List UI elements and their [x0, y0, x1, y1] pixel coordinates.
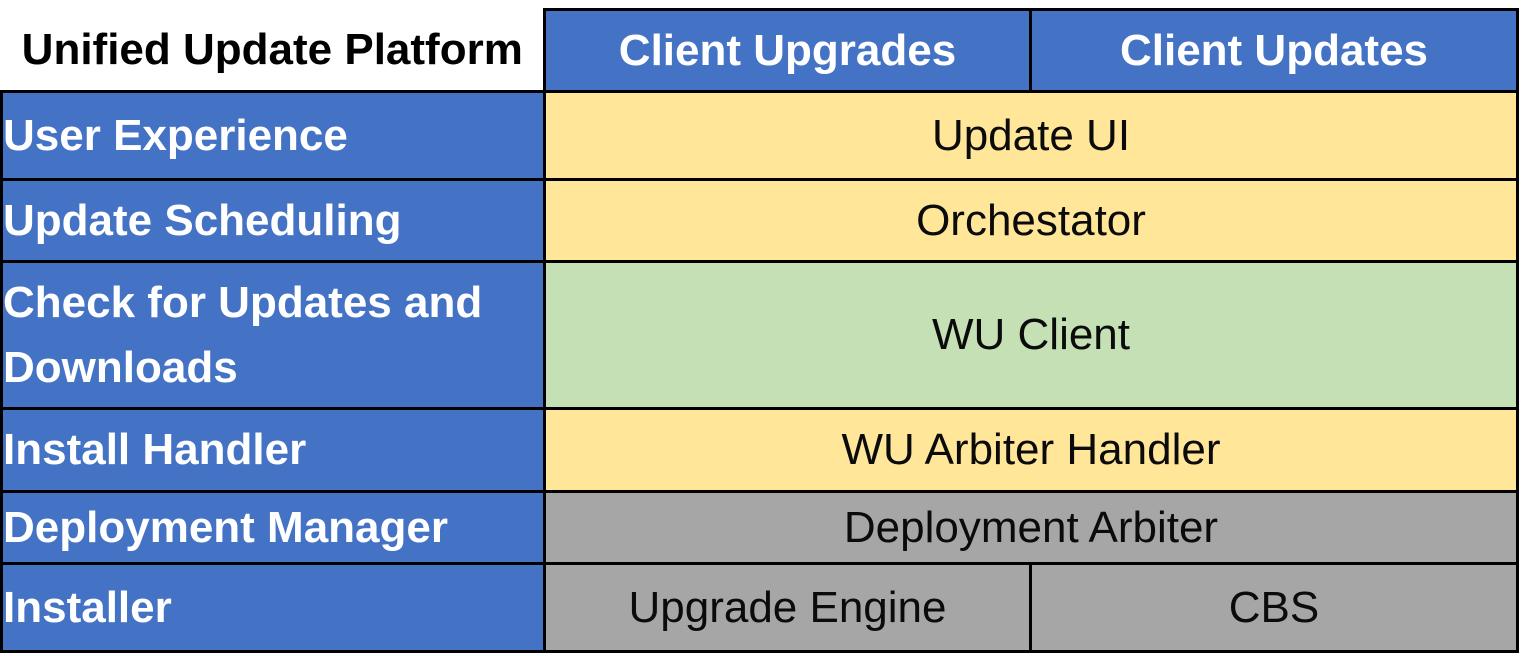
table-row-user-experience: User Experience Update UI — [0, 90, 1519, 181]
table-row-update-scheduling: Update Scheduling Orchestator — [0, 178, 1519, 263]
row-label-check-for-updates-and-downloads: Check for Updates and Downloads — [0, 260, 546, 410]
cell-orchestator: Orchestator — [543, 178, 1519, 263]
column-header-client-upgrades: Client Upgrades — [543, 8, 1032, 93]
column-header-client-updates: Client Updates — [1029, 8, 1519, 93]
row-label-user-experience: User Experience — [0, 90, 546, 181]
table-row-installer: Installer Upgrade Engine CBS — [0, 562, 1519, 653]
diagram-title: Unified Update Platform — [1, 9, 545, 92]
cell-wu-arbiter-handler: WU Arbiter Handler — [543, 407, 1519, 493]
cell-update-ui: Update UI — [543, 90, 1519, 181]
architecture-table: Unified Update Platform Client Upgrades … — [0, 8, 1519, 653]
table-row-check-for-updates: Check for Updates and Downloads WU Clien… — [0, 260, 1519, 410]
table-row-install-handler: Install Handler WU Arbiter Handler — [0, 407, 1519, 493]
row-label-install-handler: Install Handler — [0, 407, 546, 493]
table-row-deployment-manager: Deployment Manager Deployment Arbiter — [0, 490, 1519, 565]
cell-upgrade-engine: Upgrade Engine — [543, 562, 1032, 653]
row-label-installer: Installer — [0, 562, 546, 653]
header-row: Unified Update Platform Client Upgrades … — [1, 8, 1519, 93]
row-label-deployment-manager: Deployment Manager — [0, 490, 546, 565]
row-label-update-scheduling: Update Scheduling — [0, 178, 546, 263]
cell-cbs: CBS — [1029, 562, 1519, 653]
cell-deployment-arbiter: Deployment Arbiter — [543, 490, 1519, 565]
cell-wu-client: WU Client — [543, 260, 1519, 410]
